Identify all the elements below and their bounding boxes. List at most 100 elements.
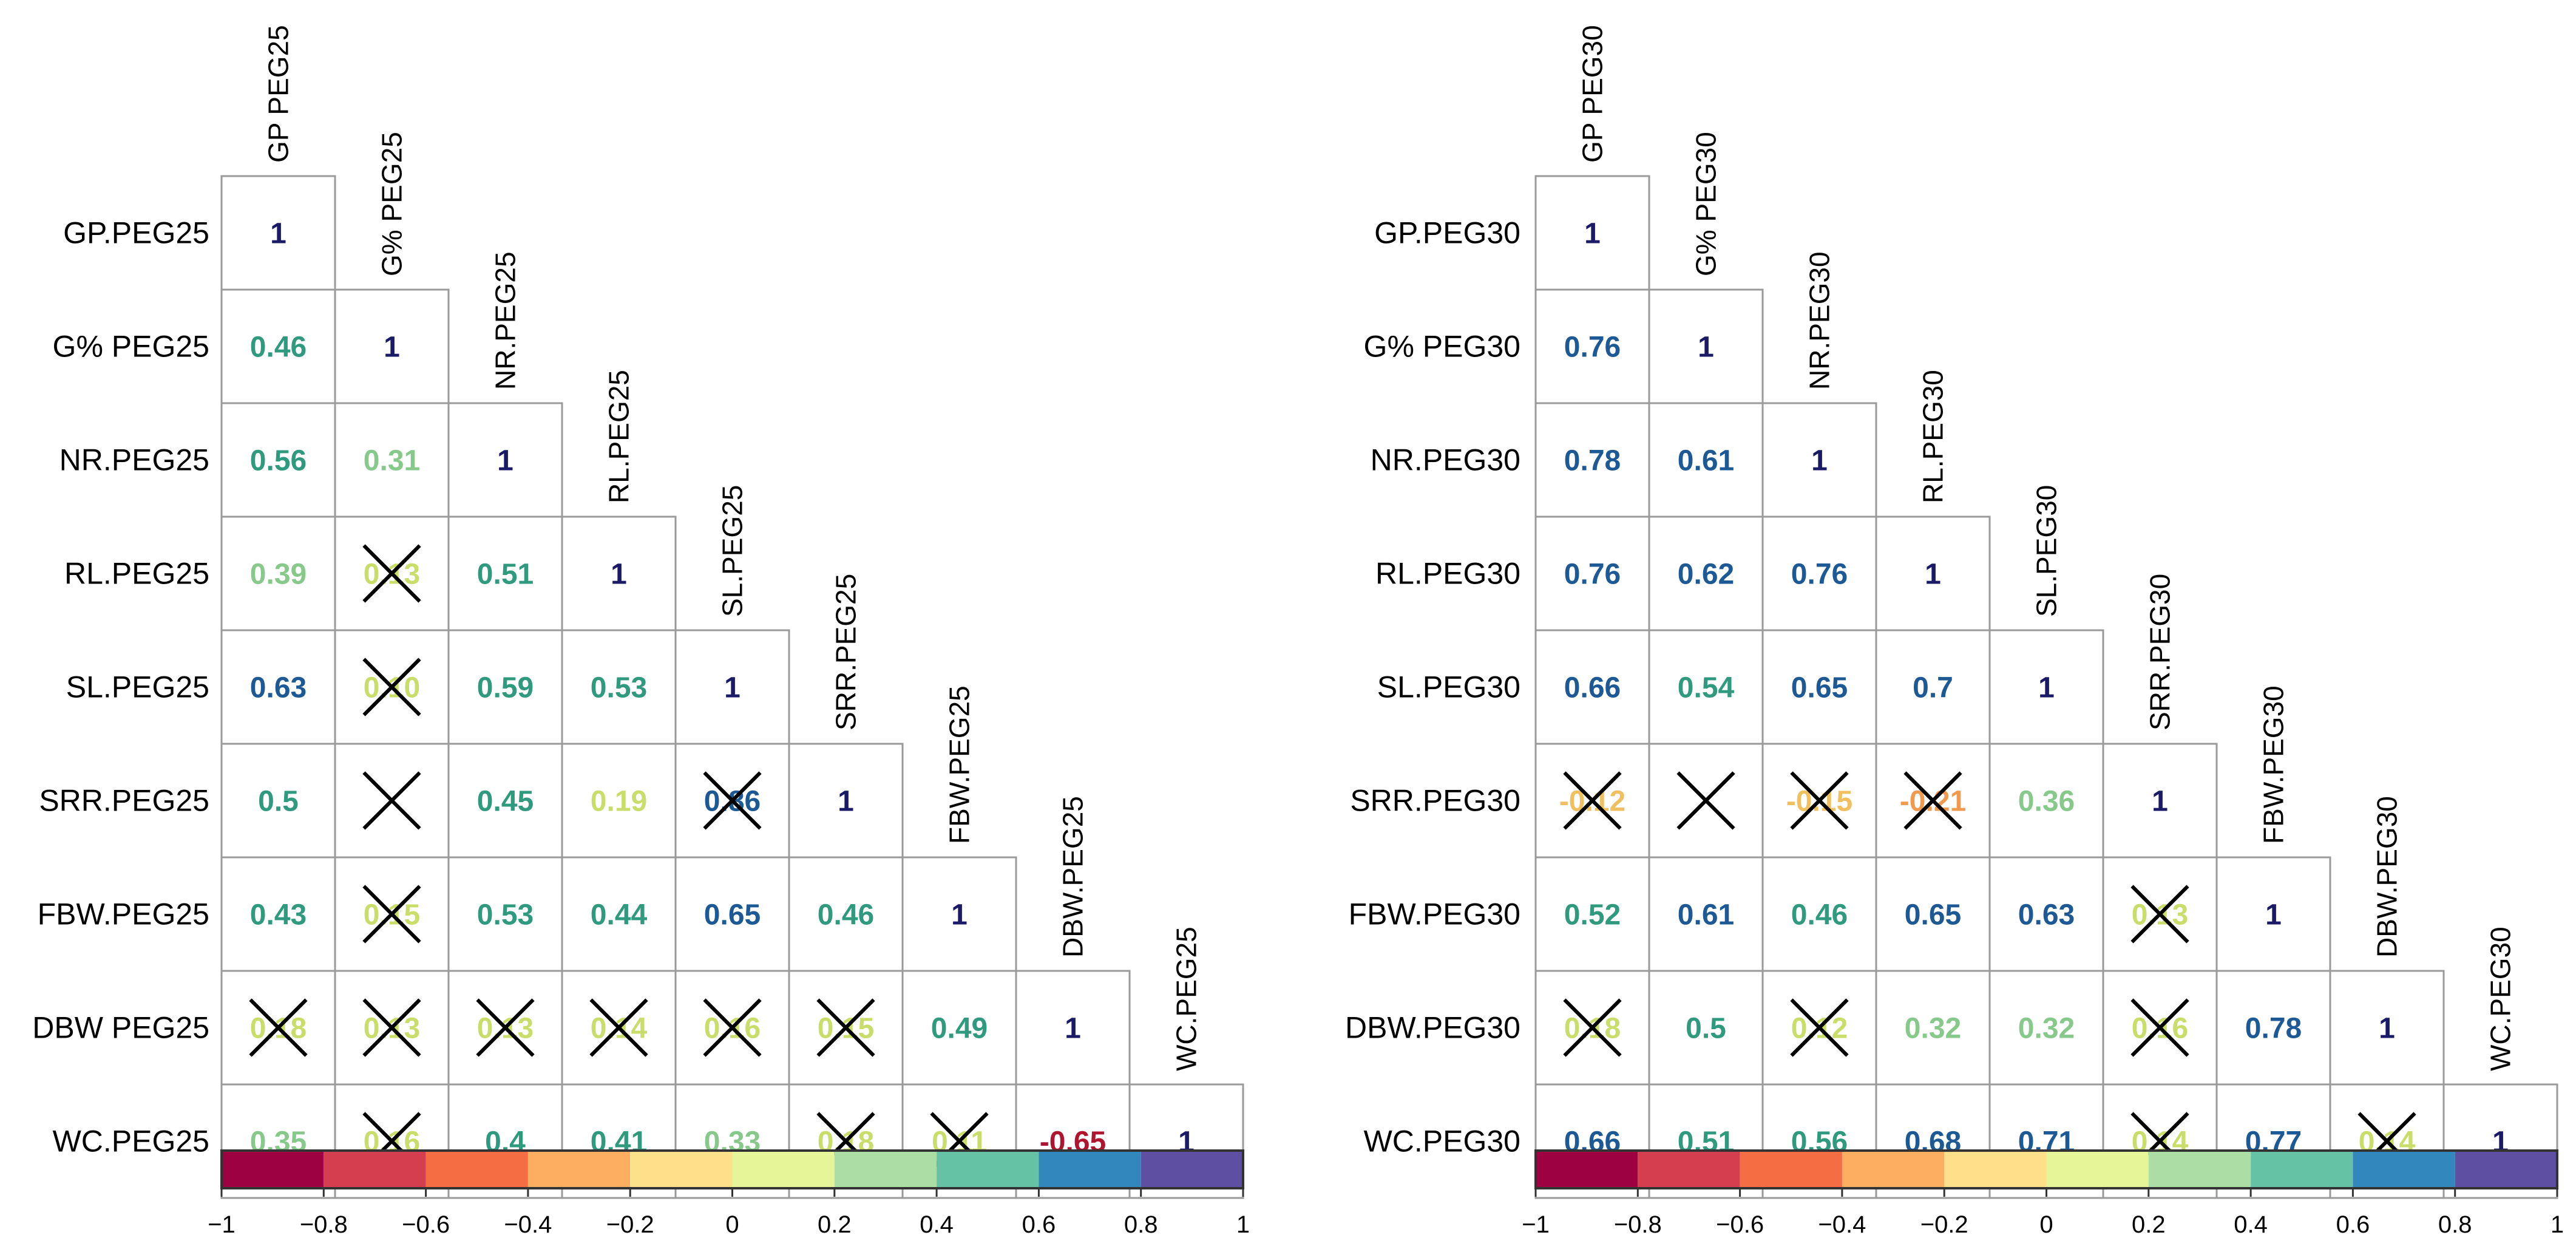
colorbar-tick-label: 0.4 xyxy=(2234,1211,2268,1238)
colorbar-tick-label: −0.2 xyxy=(1920,1211,1968,1238)
not-significant-cross xyxy=(362,771,421,830)
matrix-cell xyxy=(447,743,563,859)
column-label: WC.PEG25 xyxy=(1171,927,1202,1071)
column-label: SL.PEG25 xyxy=(717,485,748,617)
colorbar-tick-label: 1 xyxy=(1236,1211,1250,1238)
row-label: SRR.PEG25 xyxy=(39,784,209,818)
row-label: FBW.PEG30 xyxy=(1349,897,1520,931)
column-label: SRR.PEG30 xyxy=(2144,574,2176,730)
column-label: SL.PEG30 xyxy=(2031,485,2062,617)
cell-value-label: 0.46 xyxy=(818,899,874,931)
row-label: GP.PEG30 xyxy=(1374,216,1520,250)
colorbar-segment xyxy=(1638,1151,1740,1188)
cell-value-label: 0.43 xyxy=(250,899,307,931)
colorbar-segment xyxy=(1536,1151,1638,1188)
row-label: SRR.PEG30 xyxy=(1350,784,1520,818)
colorbar-segment xyxy=(1944,1151,2047,1188)
cell-value-label: 0.76 xyxy=(1564,332,1621,364)
matrix-cell xyxy=(447,970,563,1086)
row-label: SL.PEG30 xyxy=(1377,670,1520,704)
row-label: DBW.PEG30 xyxy=(1345,1011,1520,1045)
cell-value-label: 1 xyxy=(384,332,400,364)
cell-value-label: 1 xyxy=(1698,332,1714,364)
cell-value-label: 0.65 xyxy=(1791,672,1848,704)
row-label: GP.PEG25 xyxy=(63,216,209,250)
matrix-cell xyxy=(1648,970,1764,1086)
cell-value-label: 0.5 xyxy=(258,786,299,818)
cell-value-label: 1 xyxy=(497,445,514,477)
colorbar-tick-label: 0 xyxy=(725,1211,739,1238)
not-significant-cross xyxy=(1790,771,1849,830)
matrix-cell xyxy=(1534,402,1650,518)
colorbar-segment xyxy=(732,1151,835,1188)
matrix-cell xyxy=(220,175,336,291)
matrix-cell xyxy=(220,743,336,859)
matrix-cell xyxy=(561,515,677,631)
cell-value-label: 0.7 xyxy=(1913,672,1953,704)
matrix-cell xyxy=(447,402,563,518)
matrix-cell xyxy=(447,515,563,631)
column-label: FBW.PEG30 xyxy=(2258,686,2290,844)
cell-value-label: 0.61 xyxy=(1678,899,1734,931)
matrix-cell xyxy=(1648,515,1764,631)
matrix-cell xyxy=(1988,856,2104,972)
cell-value-label: 0.63 xyxy=(2018,899,2075,931)
cell-value-label: 0.56 xyxy=(250,445,307,477)
colorbar-segment xyxy=(425,1151,528,1188)
colorbar-tick-label: −0.4 xyxy=(504,1211,552,1238)
colorbar-tick-label: 0.6 xyxy=(1022,1211,1056,1238)
colorbar-segment xyxy=(1039,1151,1141,1188)
colorbar-tick-label: −0.2 xyxy=(606,1211,654,1238)
cell-value-label: 0.78 xyxy=(1564,445,1621,477)
not-significant-cross xyxy=(1676,771,1735,830)
column-label: NR.PEG25 xyxy=(490,251,521,390)
cell-value-label: 1 xyxy=(270,218,286,250)
cell-value-label: 0.62 xyxy=(1678,559,1734,591)
colorbar-segment xyxy=(1740,1151,1842,1188)
matrix-cell xyxy=(1648,629,1764,745)
colorbar-tick-label: 0 xyxy=(2039,1211,2053,1238)
colorbar-segment xyxy=(1842,1151,1945,1188)
colorbar-tick-label: 0.2 xyxy=(2132,1211,2166,1238)
column-label: G% PEG25 xyxy=(376,132,408,276)
cell-value-label: 1 xyxy=(2152,786,2168,818)
cell-value-label: 0.46 xyxy=(1791,899,1848,931)
not-significant-cross xyxy=(589,998,648,1057)
matrix-cell xyxy=(561,629,677,745)
cell-value-label: 0.65 xyxy=(1905,899,1961,931)
cell-value-label: 1 xyxy=(951,899,968,931)
cell-value-label: 0.44 xyxy=(591,899,648,931)
not-significant-cross xyxy=(2130,998,2189,1057)
colorbar-segment xyxy=(2455,1151,2557,1188)
colorbar-tick-label: −1 xyxy=(208,1211,236,1238)
cell-value-label: 0.53 xyxy=(477,899,534,931)
colorbar-tick-label: −0.8 xyxy=(300,1211,348,1238)
matrix-cell xyxy=(220,288,336,404)
column-label: FBW.PEG25 xyxy=(944,686,975,844)
row-label: SL.PEG25 xyxy=(66,670,209,704)
not-significant-cross xyxy=(703,998,762,1057)
cell-value-label: 0.76 xyxy=(1791,559,1848,591)
colorbar-tick-label: 0.8 xyxy=(2438,1211,2472,1238)
not-significant-cross xyxy=(1563,771,1622,830)
cell-value-label: 0.19 xyxy=(591,786,647,818)
colorbar-tick-label: −0.8 xyxy=(1614,1211,1662,1238)
column-label: DBW.PEG25 xyxy=(1057,796,1089,958)
cell-value-label: 0.61 xyxy=(1678,445,1734,477)
colorbar-tick-label: −0.6 xyxy=(402,1211,450,1238)
matrix-cell xyxy=(447,856,563,972)
cell-value-label: 1 xyxy=(724,672,741,704)
column-label: RL.PEG25 xyxy=(603,370,635,503)
matrix-cell xyxy=(561,856,677,972)
cell-value-label: 0.59 xyxy=(477,672,534,704)
row-label: G% PEG25 xyxy=(53,330,209,364)
not-significant-cross xyxy=(1903,771,1962,830)
cell-value-label: 1 xyxy=(2379,1013,2395,1045)
not-significant-cross xyxy=(362,998,421,1057)
column-label: GP PEG25 xyxy=(263,25,294,163)
column-label: GP PEG30 xyxy=(1577,25,1608,163)
colorbar-segment xyxy=(324,1151,426,1188)
correlation-panel-2: 10.76 10.78 0.61 10.76 0.62 0.76 10.66 0.54 0.65… xyxy=(1345,25,2564,1238)
column-label: NR.PEG30 xyxy=(1804,251,1835,390)
cell-value-label: 0.63 xyxy=(250,672,307,704)
